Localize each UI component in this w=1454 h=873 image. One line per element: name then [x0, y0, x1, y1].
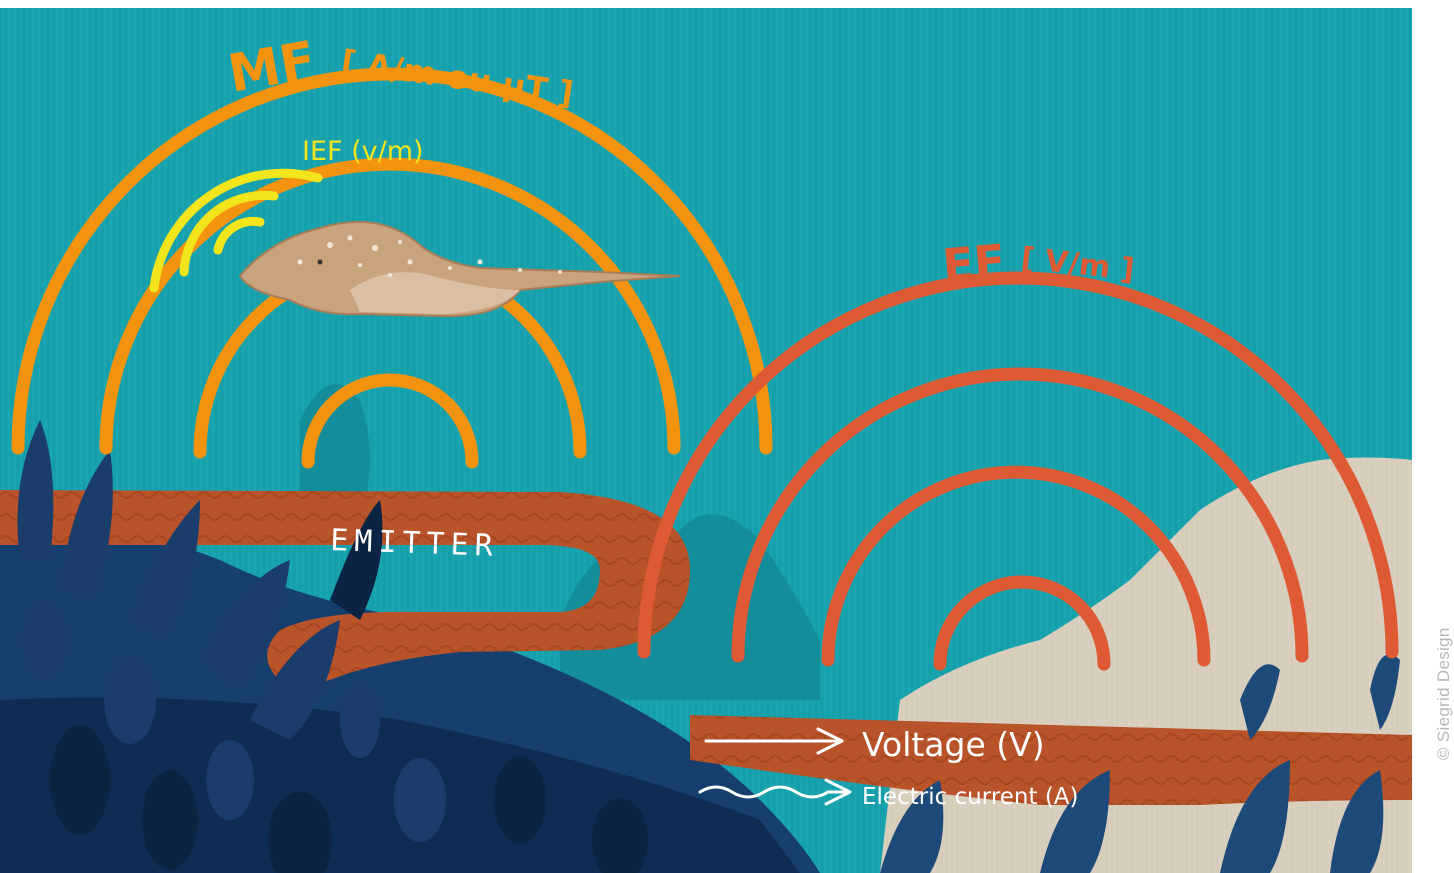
- ef-arc-3: [731, 367, 1309, 663]
- seaweed-illustration: [17, 420, 446, 842]
- seaweed-right: [880, 654, 1400, 873]
- ef-label: EF: [940, 234, 1007, 293]
- wavy-arrow-icon: [698, 778, 852, 806]
- current-label: Electric current (A): [862, 784, 1079, 810]
- voltage-label: Voltage (V): [862, 725, 1045, 764]
- ef-arc-1: [933, 575, 1111, 671]
- ief-field-arcs: [149, 168, 323, 293]
- transmission-cable: [690, 715, 1412, 805]
- ef-arc-4: [637, 271, 1399, 659]
- seaweed-dark: [50, 500, 648, 873]
- stingray-illustration: [238, 220, 681, 318]
- mf-arc-4: [11, 67, 773, 455]
- ef-arc-2: [821, 465, 1211, 667]
- mf-label: MF: [224, 31, 320, 105]
- ef-field-arcs: [637, 271, 1399, 671]
- mf-arc-3: [99, 157, 681, 455]
- image-credit: © Siegrid Design: [1434, 627, 1453, 760]
- arrow-right-icon: [704, 727, 844, 755]
- ief-arc-1: [213, 216, 265, 255]
- right-margin: [1412, 0, 1454, 873]
- ief-label: IEF (v/m): [302, 136, 424, 167]
- mf-arc-1: [301, 373, 479, 469]
- emitter-label: EMITTER: [330, 523, 500, 564]
- ief-arc-3: [149, 168, 323, 293]
- top-margin: [0, 0, 1412, 8]
- ief-arc-2: [179, 190, 279, 277]
